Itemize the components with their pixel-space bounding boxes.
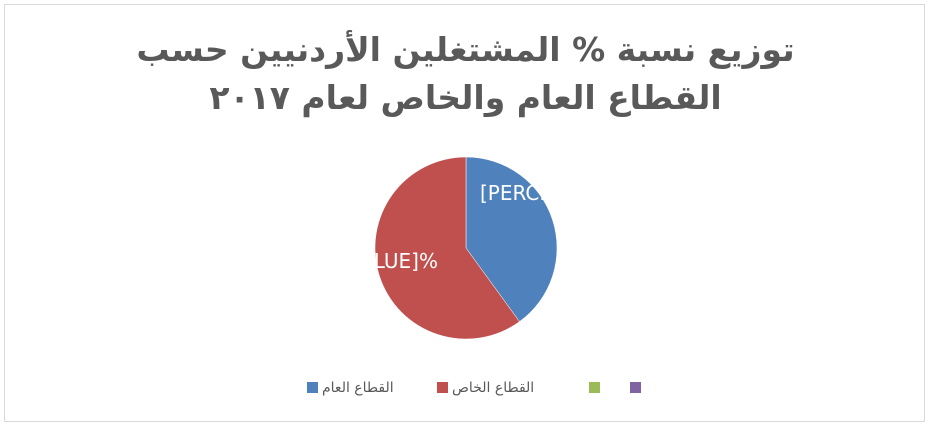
chart-border — [4, 4, 925, 422]
legend-marker — [437, 382, 448, 393]
data-label: [VALUE]% — [340, 249, 438, 273]
chart-title: توزيع نسبة % المشتغلين الأردنيين حسب الق… — [136, 30, 795, 117]
legend-marker — [630, 382, 641, 393]
legend-label: القطاع الخاص — [452, 380, 534, 396]
legend: القطاع العام القطاع الخاص — [307, 380, 641, 396]
pie-slice — [465, 156, 558, 322]
legend-marker — [589, 382, 600, 393]
pie-slice — [374, 156, 520, 340]
legend-marker — [307, 382, 318, 393]
data-label: [PERCENTAGE] — [480, 181, 627, 205]
legend-label: القطاع العام — [322, 380, 394, 396]
pie — [374, 156, 558, 340]
